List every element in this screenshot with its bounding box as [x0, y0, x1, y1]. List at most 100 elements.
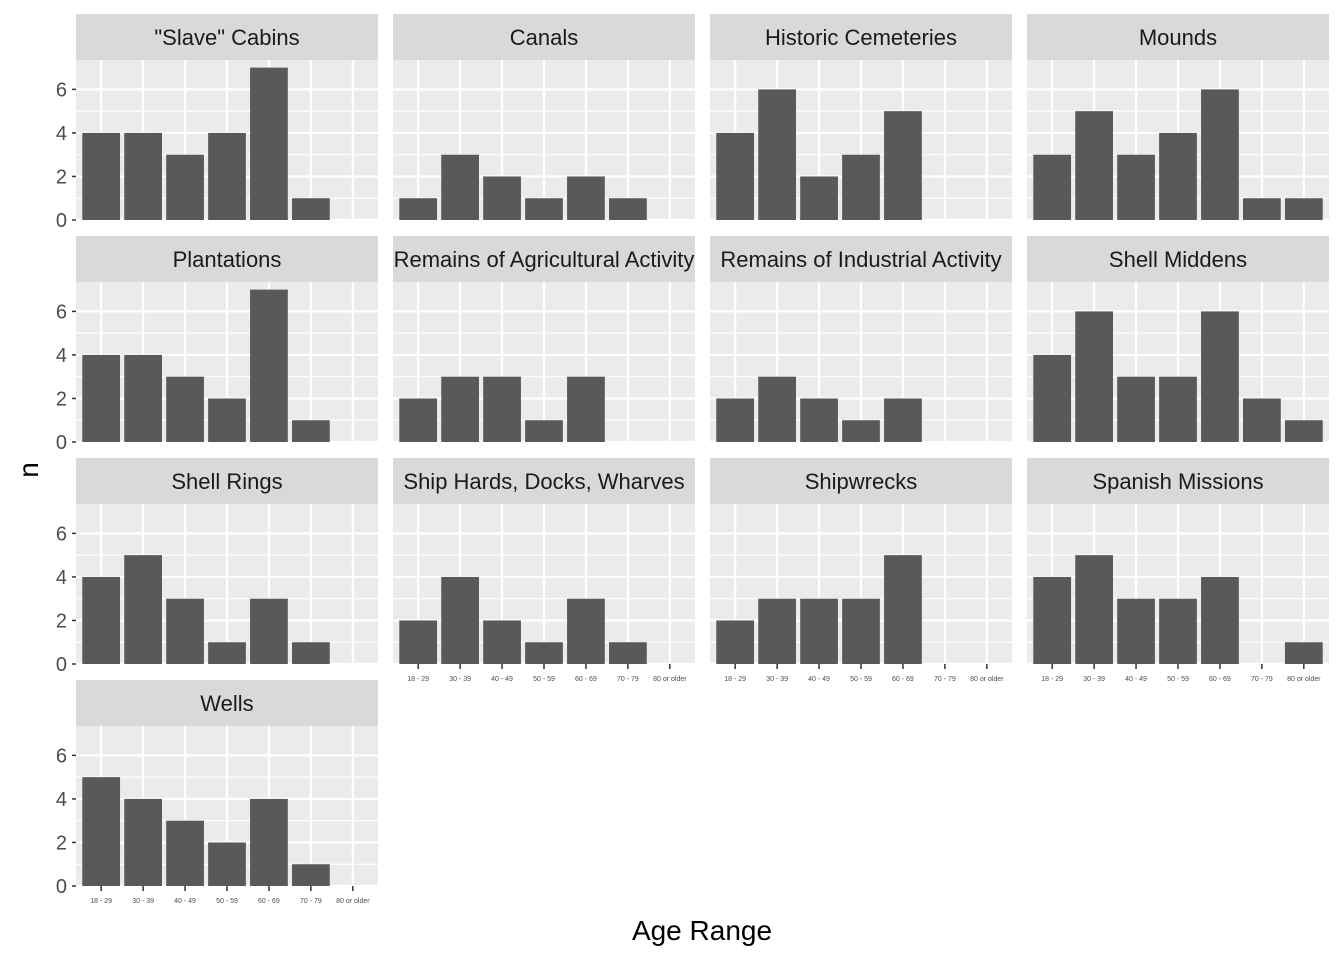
facet-panel: Plantations 0 2 4 6 [56, 236, 378, 454]
bar [1033, 154, 1072, 220]
bar [124, 555, 162, 664]
bar [1284, 420, 1323, 442]
y-tick-label: 0 [56, 876, 67, 898]
x-tick-label: 70 - 79 [934, 676, 956, 683]
bar [124, 132, 162, 220]
bar [208, 842, 246, 886]
facet-strip [393, 236, 695, 282]
y-tick-label: 4 [56, 345, 67, 367]
y-tick-label: 6 [56, 523, 67, 545]
facet-panel: "Slave" Cabins 0 2 4 6 [56, 14, 378, 232]
bar [800, 398, 838, 442]
bar [1201, 576, 1239, 664]
bar [250, 67, 288, 220]
facet-panel: Spanish Missions 18 - 29 30 - 39 40 - 49 50 … [1027, 458, 1329, 683]
bar [483, 620, 521, 664]
facet-panel: Shell Middens [1027, 236, 1329, 444]
bar [82, 576, 121, 664]
facet-panel: Mounds [1027, 14, 1329, 222]
x-tick-label: 40 - 49 [174, 898, 196, 905]
bar [250, 598, 288, 664]
bar [82, 354, 121, 442]
y-tick-label: 0 [56, 654, 67, 676]
bar [1117, 598, 1155, 664]
x-tick-label: 60 - 69 [1209, 676, 1231, 683]
x-tick-label: 30 - 39 [1083, 676, 1105, 683]
x-tick-label: 80 or older [336, 898, 370, 905]
facet-strip [393, 14, 695, 60]
x-tick-label: 18 - 29 [724, 676, 746, 683]
bar [208, 642, 246, 664]
bar [1159, 598, 1197, 664]
facet-panel: Remains of Agricultural Activity [393, 236, 695, 444]
bar [441, 376, 479, 442]
facet-strip [76, 236, 378, 282]
y-tick-label: 4 [56, 567, 67, 589]
bar [1284, 642, 1323, 664]
bar [842, 420, 880, 442]
x-tick-label: 30 - 39 [449, 676, 471, 683]
facet-strip [710, 458, 1012, 504]
bar [1243, 398, 1281, 442]
facet-title: Shell Middens [1109, 247, 1247, 272]
bar [441, 576, 479, 664]
bar [441, 154, 479, 220]
bar [399, 198, 438, 220]
y-tick-label: 4 [56, 123, 67, 145]
facet-title: Remains of Agricultural Activity [394, 247, 695, 272]
bar [1075, 555, 1113, 664]
bar [292, 864, 330, 886]
bar [166, 598, 204, 664]
facet-title: Remains of Industrial Activity [720, 247, 1001, 272]
y-tick-label: 2 [56, 832, 67, 854]
facet-title: Ship Hards, Docks, Wharves [403, 469, 684, 494]
bar [525, 642, 563, 664]
bar [800, 176, 838, 220]
bar [208, 132, 246, 220]
bar [884, 111, 922, 220]
x-tick-label: 50 - 59 [533, 676, 555, 683]
bar [1075, 311, 1113, 442]
bar [1243, 198, 1281, 220]
facet-title: Historic Cemeteries [765, 25, 957, 50]
bar [250, 289, 288, 442]
x-tick-label: 40 - 49 [491, 676, 513, 683]
bar [567, 376, 605, 442]
x-tick-label: 60 - 69 [258, 898, 280, 905]
facet-title: Mounds [1139, 25, 1217, 50]
bar [525, 198, 563, 220]
x-tick-label: 80 or older [653, 676, 687, 683]
bar [483, 376, 521, 442]
bar [1033, 576, 1072, 664]
y-tick-label: 0 [56, 432, 67, 454]
facet-panel: Wells 0 2 4 6 18 - 29 30 - 39 40 - 49 50 - 59 60 … [56, 680, 378, 905]
y-tick-label: 2 [56, 388, 67, 410]
x-tick-label: 18 - 29 [90, 898, 112, 905]
bar [716, 132, 755, 220]
x-tick-label: 80 or older [970, 676, 1004, 683]
y-tick-label: 2 [56, 610, 67, 632]
x-tick-label: 70 - 79 [1251, 676, 1273, 683]
facet-strip [76, 14, 378, 60]
bar [124, 354, 162, 442]
facet-panel: Shell Rings 0 2 4 6 [56, 458, 378, 676]
bar [399, 620, 438, 664]
bar [1159, 376, 1197, 442]
bar [250, 798, 288, 886]
facet-strip [1027, 458, 1329, 504]
bar [1201, 311, 1239, 442]
facet-panel: Remains of Industrial Activity [710, 236, 1012, 444]
bar [166, 154, 204, 220]
bar [842, 598, 880, 664]
bar [525, 420, 563, 442]
x-tick-label: 30 - 39 [766, 676, 788, 683]
bar [1159, 132, 1197, 220]
facet-title: "Slave" Cabins [154, 25, 299, 50]
facet-title: Canals [510, 25, 578, 50]
bar [800, 598, 838, 664]
facet-panel: Shipwrecks 18 - 29 30 - 39 40 - 49 50 - 59 60… [710, 458, 1012, 683]
facet-title: Spanish Missions [1092, 469, 1263, 494]
bar [166, 376, 204, 442]
bar [716, 398, 755, 442]
